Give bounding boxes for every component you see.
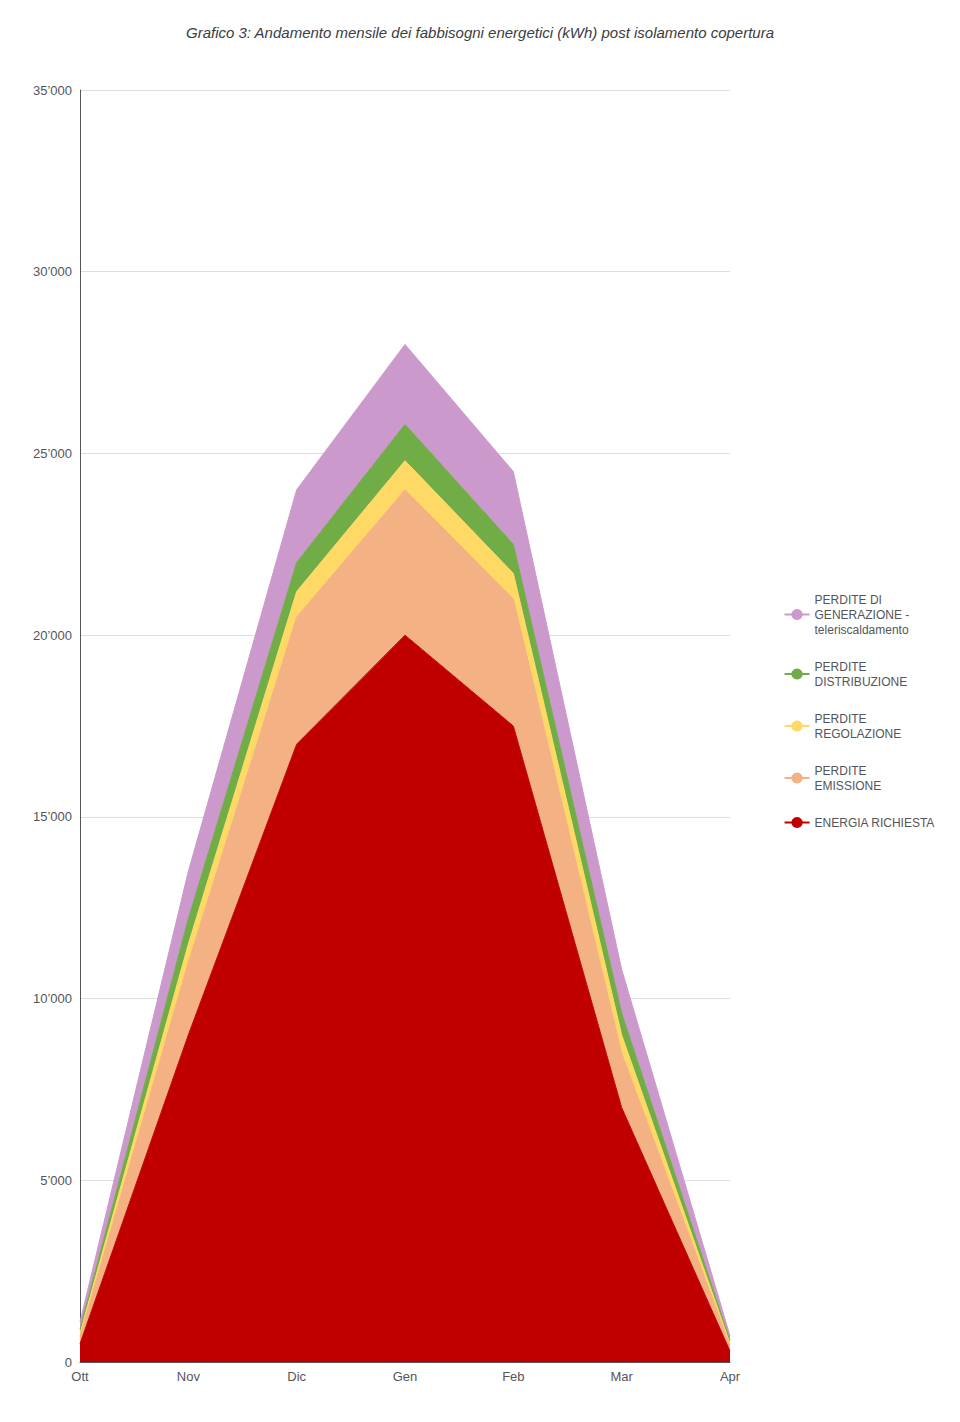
svg-text:15’000: 15’000 [33,809,72,824]
svg-text:teleriscaldamento: teleriscaldamento [815,623,909,637]
svg-text:Feb: Feb [502,1369,524,1384]
svg-text:30’000: 30’000 [33,264,72,279]
svg-text:35’000: 35’000 [33,83,72,98]
svg-text:0: 0 [65,1355,72,1370]
svg-text:PERDITE DI: PERDITE DI [815,593,882,607]
svg-text:PERDITE: PERDITE [815,712,867,726]
svg-text:Mar: Mar [610,1369,633,1384]
svg-text:REGOLAZIONE: REGOLAZIONE [815,727,902,741]
svg-text:Ott: Ott [71,1369,89,1384]
svg-text:GENERAZIONE -: GENERAZIONE - [815,608,910,622]
svg-text:25’000: 25’000 [33,446,72,461]
svg-text:Gen: Gen [393,1369,418,1384]
svg-text:5’000: 5’000 [40,1173,72,1188]
svg-text:DISTRIBUZIONE: DISTRIBUZIONE [815,675,908,689]
svg-text:Dic: Dic [287,1369,306,1384]
svg-text:Apr: Apr [720,1369,741,1384]
svg-text:20’000: 20’000 [33,628,72,643]
svg-text:Nov: Nov [177,1369,201,1384]
svg-text:PERDITE: PERDITE [815,660,867,674]
svg-text:EMISSIONE: EMISSIONE [815,779,882,793]
svg-text:PERDITE: PERDITE [815,764,867,778]
svg-text:ENERGIA RICHIESTA: ENERGIA RICHIESTA [815,816,935,830]
svg-text:10’000: 10’000 [33,991,72,1006]
svg-text:Grafico 3: Andamento mensile d: Grafico 3: Andamento mensile dei fabbiso… [186,24,774,41]
